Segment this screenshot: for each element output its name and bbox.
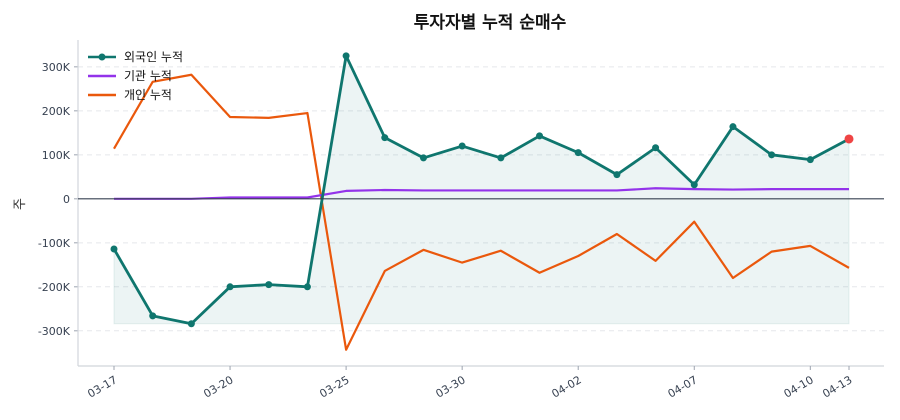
x-tick-label: 04-07	[666, 373, 700, 400]
legend-marker	[98, 53, 106, 61]
data-point	[497, 154, 505, 162]
y-tick-label: 100K	[42, 149, 71, 162]
y-axis-label: 주	[13, 198, 28, 210]
x-tick-label: 04-13	[820, 373, 854, 400]
x-tick-label: 04-10	[782, 373, 816, 400]
data-point	[574, 149, 582, 157]
legend-label: 개인 누적	[124, 88, 172, 102]
y-tick-label: 0	[63, 193, 70, 206]
data-point	[458, 142, 466, 150]
data-point	[226, 283, 234, 291]
legend-label: 외국인 누적	[124, 50, 183, 64]
y-tick-label: -300K	[38, 325, 71, 338]
y-tick-label: 200K	[42, 105, 71, 118]
y-tick-label: -100K	[38, 237, 71, 250]
series-line-1	[114, 187, 849, 200]
data-point	[690, 181, 698, 189]
data-point	[187, 320, 195, 328]
data-point	[613, 171, 621, 179]
data-point	[806, 156, 814, 164]
data-point	[652, 144, 660, 152]
series-line-0	[112, 54, 850, 326]
data-point	[768, 151, 776, 159]
last-point-marker	[844, 134, 854, 144]
data-point	[303, 283, 311, 291]
data-point	[729, 123, 737, 131]
data-point	[419, 154, 427, 162]
data-point	[381, 134, 389, 142]
x-tick-label: 04-02	[550, 373, 584, 400]
x-tick-label: 03-25	[317, 373, 351, 400]
data-point	[342, 52, 350, 60]
data-point	[110, 245, 118, 253]
x-tick-label: 03-30	[433, 373, 467, 400]
x-tick-label: 03-17	[85, 373, 119, 400]
data-point	[536, 132, 544, 140]
data-point	[265, 281, 273, 289]
legend-label: 기관 누적	[124, 69, 172, 83]
y-tick-label: -200K	[38, 281, 71, 294]
data-point	[149, 312, 157, 320]
y-tick-label: 300K	[42, 61, 71, 74]
series-line-2	[113, 73, 850, 351]
x-tick-label: 03-20	[201, 373, 235, 400]
chart-title: 투자자별 누적 순매수	[414, 13, 567, 33]
